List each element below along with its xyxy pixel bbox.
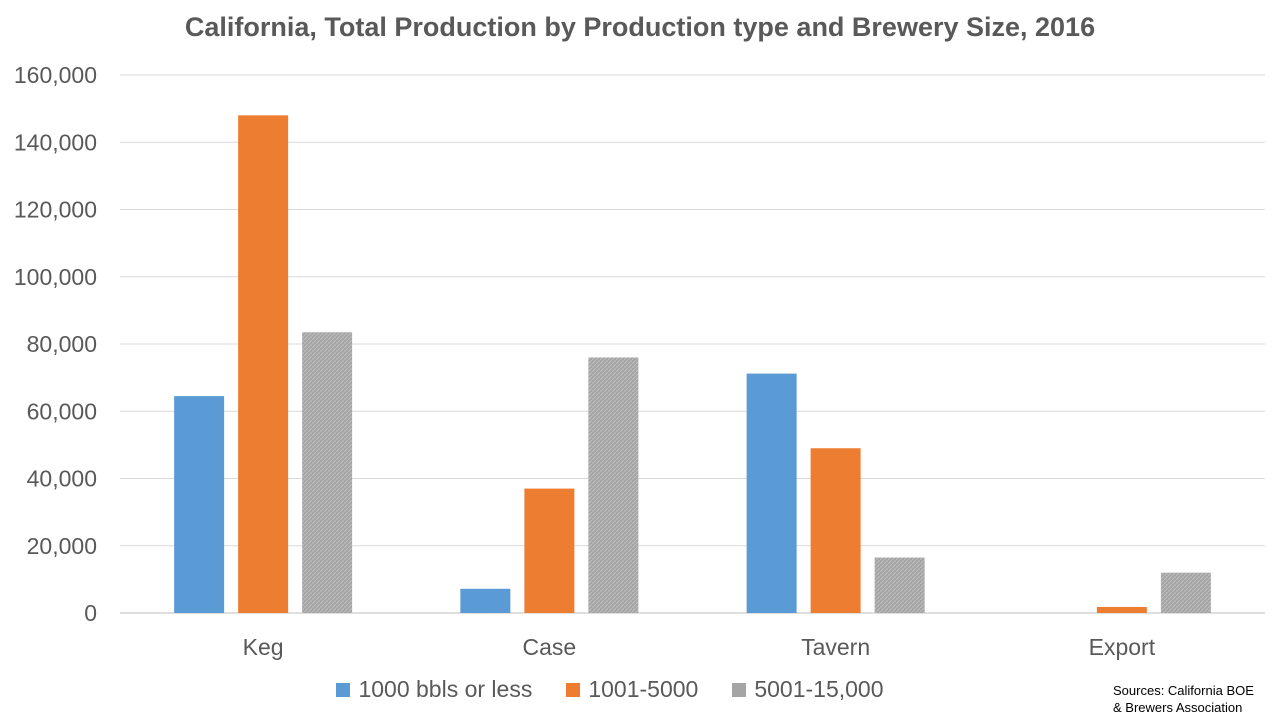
source-line-2: & Brewers Association [1113,700,1243,715]
bar-tavern-series-1 [746,373,797,613]
legend-label: 1000 bbls or less [358,676,533,702]
bar-case-series-3 [588,357,639,613]
bar-export-series-2 [1096,606,1147,613]
bar-case-series-2 [524,488,575,613]
source-note: Sources: California BOE & Brewers Associ… [1113,682,1254,716]
bar-keg-series-1 [174,396,225,613]
gridlines [120,74,1265,614]
source-line-1: Sources: California BOE [1113,683,1254,698]
y-tick-label: 160,000 [14,62,97,88]
bar-keg-series-2 [238,115,289,613]
x-category-label: Export [1089,634,1156,660]
x-category-label: Case [523,634,577,660]
legend-item-series-3: 5001-15,000 [732,676,884,703]
bar-keg-series-3 [302,332,353,613]
legend-swatch [566,682,581,697]
bar-case-series-1 [460,588,511,613]
y-tick-label: 20,000 [27,533,97,559]
legend-swatch [336,682,351,697]
legend-label: 1001-5000 [588,676,699,702]
y-tick-label: 120,000 [14,197,97,223]
legend-swatch [732,682,747,697]
x-category-label: Tavern [801,634,870,660]
x-category-label: Keg [243,634,284,660]
legend: 1000 bbls or less 1001-5000 5001-15,000 [0,676,1280,703]
bar-export-series-3 [1160,572,1211,613]
y-tick-label: 140,000 [14,129,97,155]
legend-item-series-1: 1000 bbls or less [336,676,532,703]
y-tick-label: 0 [84,600,97,626]
legend-item-series-2: 1001-5000 [566,676,698,703]
bar-tavern-series-3 [874,557,925,613]
y-tick-label: 80,000 [27,331,97,357]
y-tick-label: 40,000 [27,466,97,492]
axis-labels: 0 20,000 40,000 60,000 80,000 100,000 120,000 1… [14,62,1156,660]
bar-tavern-series-2 [810,448,861,613]
bars [174,115,1211,613]
y-tick-label: 100,000 [14,264,97,290]
chart-title: California, Total Production by Producti… [184,12,1096,42]
y-tick-label: 60,000 [27,398,97,424]
legend-label: 5001-15,000 [754,676,884,702]
